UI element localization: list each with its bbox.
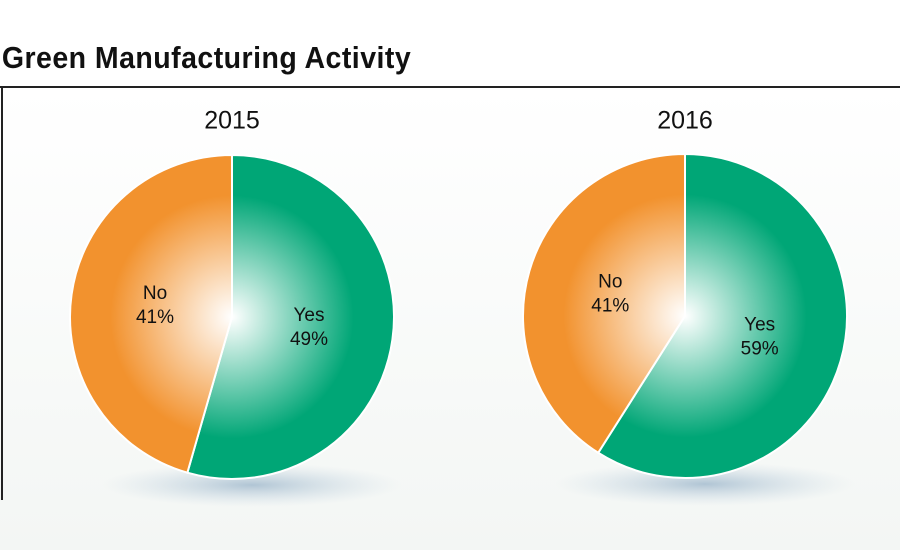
pie-slice [596, 152, 848, 479]
value-label: 41% [591, 295, 629, 316]
slice-label: No [598, 271, 622, 292]
slice-label: Yes [294, 305, 325, 326]
pie-shadow [102, 463, 402, 507]
value-label: 49% [290, 329, 328, 350]
pie-slice [69, 153, 233, 474]
value-label: 59% [741, 339, 779, 360]
value-label: 41% [136, 307, 174, 328]
slice-label: No [143, 283, 167, 304]
pie-title: 2016 [657, 107, 713, 135]
pie-title: 2015 [204, 107, 260, 135]
pie-slice [186, 153, 395, 480]
slice-label: Yes [744, 315, 775, 336]
page-title: Green Manufacturing Activity [2, 41, 411, 75]
pie-slice [522, 152, 686, 455]
pie-shadow [555, 462, 855, 506]
